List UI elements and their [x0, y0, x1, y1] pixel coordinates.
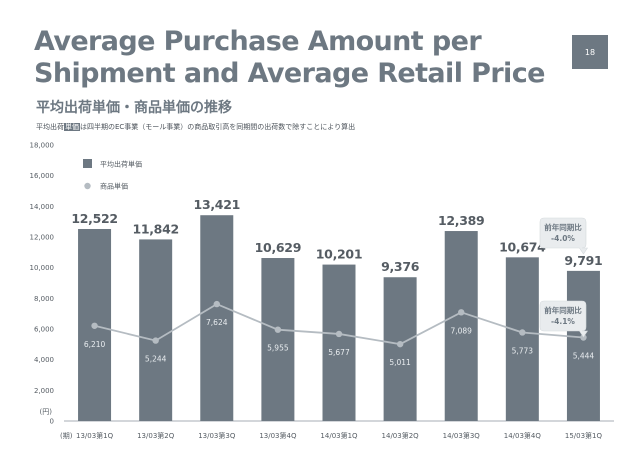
bar-value-label: 13,421 — [194, 197, 240, 212]
line-point — [91, 322, 98, 329]
y-tick-label: 16,000 — [30, 172, 55, 180]
legend-line-swatch — [84, 182, 91, 190]
y-tick-label: 6,000 — [34, 326, 54, 334]
x-tick-label: 14/03第1Q — [320, 431, 358, 440]
bar-value-label: 9,791 — [564, 253, 602, 268]
x-tick-label: 14/03第4Q — [504, 431, 542, 440]
line-point — [213, 300, 220, 308]
line-series — [91, 300, 587, 348]
x-tick-label: 13/03第4Q — [259, 431, 297, 440]
bar-value-label: 10,201 — [316, 247, 362, 262]
y-tick-label: 0 — [50, 418, 54, 426]
bar — [200, 215, 234, 421]
yoy-callout: 前年同期比 -4.1% — [539, 300, 589, 338]
line-value-label: 6,210 — [84, 340, 106, 349]
y-tick-label: 14,000 — [30, 203, 55, 211]
callout-box — [539, 300, 589, 338]
bar-value-label: 9,376 — [381, 259, 420, 274]
line-value-label: 5,011 — [389, 358, 411, 367]
line-value-label: 5,773 — [512, 346, 534, 355]
line-point — [335, 330, 343, 338]
legend-line-label: 商品単価 — [100, 182, 128, 191]
callout-line1: 前年同期比 — [544, 305, 582, 315]
x-tick-label: 13/03第2Q — [137, 431, 175, 440]
bar — [322, 264, 356, 421]
line-value-label: 7,624 — [206, 318, 228, 327]
note-text-before: 平均出荷 — [36, 123, 64, 131]
line-point — [458, 309, 465, 316]
bar-value-label: 12,389 — [438, 213, 484, 228]
y-tick-label: 2,000 — [34, 387, 54, 395]
line-point — [274, 326, 282, 333]
calculation-note: 平均出荷単価は四半期のEC事業（モール事業）の商品取引高を同期間の出荷数で除すこ… — [36, 122, 355, 132]
bar-value-label: 11,842 — [132, 221, 178, 236]
x-tick-label: 14/03第2Q — [382, 431, 420, 440]
note-text-after: は四半期のEC事業（モール事業）の商品取引高を同期間の出荷数で除すことにより算出 — [80, 123, 356, 131]
callout-box — [539, 217, 589, 255]
y-tick-label: 12,000 — [30, 234, 55, 242]
callout-line1: 前年同期比 — [544, 222, 582, 232]
note-highlight: 単価 — [64, 123, 80, 131]
line-value-label: 5,244 — [145, 355, 167, 364]
page-subtitle: 平均出荷単価・商品単価の推移 — [36, 100, 232, 116]
page-title: Average Purchase Amount per Shipment and… — [34, 26, 545, 89]
bar — [444, 231, 478, 421]
callout-line2: -4.0% — [551, 234, 575, 243]
yoy-callouts: 前年同期比 -4.0% 前年同期比 -4.1% — [539, 217, 589, 338]
legend-bar-swatch — [83, 159, 92, 168]
bar — [566, 270, 600, 421]
x-tick-label: 13/03第1Q — [76, 431, 114, 440]
line-point — [396, 340, 404, 348]
bar-value-label: 10,674 — [499, 239, 546, 254]
bar-value-label: 10,629 — [255, 240, 301, 255]
x-axis-unit-label: (期) — [60, 432, 73, 440]
line-value-label: 5,444 — [573, 352, 595, 361]
line-value-label: 7,089 — [450, 326, 472, 335]
bar — [383, 277, 417, 421]
line-point — [519, 329, 526, 336]
y-axis-unit-label: (円) — [40, 408, 53, 416]
y-tick-label: 4,000 — [34, 356, 54, 364]
bar — [261, 258, 295, 421]
bar-value-label: 12,522 — [71, 211, 117, 226]
callout-line2: -4.1% — [551, 317, 575, 326]
legend-bar-label: 平均出荷単価 — [100, 160, 142, 169]
x-tick-label: 15/03第1Q — [565, 431, 603, 440]
yoy-callout: 前年同期比 -4.0% — [539, 217, 589, 255]
y-tick-label: 18,000 — [30, 142, 55, 150]
line-value-label: 5,955 — [267, 344, 289, 353]
bar — [139, 239, 173, 421]
bar — [505, 257, 539, 421]
line-point — [152, 337, 159, 344]
x-tick-label: 13/03第3Q — [198, 431, 236, 440]
x-tick-label: 14/03第3Q — [443, 431, 481, 440]
data-labels: 12,522 11,842 13,421 10,629 10,201 9,376 12,38… — [71, 197, 602, 367]
y-tick-label: 10,000 — [30, 264, 55, 272]
y-tick-label: 8,000 — [34, 295, 54, 303]
line-value-label: 5,677 — [328, 348, 350, 357]
page-number-badge: 18 — [572, 35, 608, 69]
